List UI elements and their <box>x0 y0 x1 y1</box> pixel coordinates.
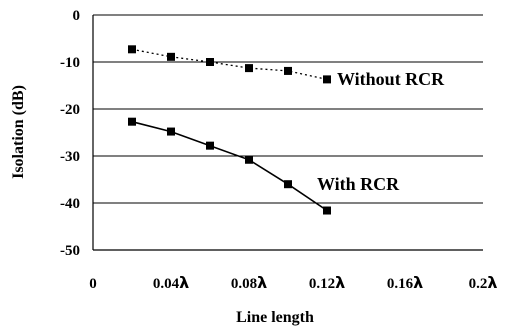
y-tick-label: -20 <box>60 102 80 118</box>
series-line-without-rcr <box>131 48 328 81</box>
data-point <box>245 155 253 164</box>
data-point <box>284 66 292 75</box>
data-point <box>128 45 136 54</box>
label-layer: Without RCR With RCR <box>317 69 445 194</box>
data-point <box>323 206 331 215</box>
axis-layer: 0 -10 -20 -30 -40 -50 0 0.04λ 0.08λ 0.12λ 0.16λ 0.2… <box>60 8 497 292</box>
series-label-with-rcr: With RCR <box>317 174 400 194</box>
data-point <box>128 117 136 126</box>
data-point <box>323 75 331 84</box>
data-point <box>206 141 214 150</box>
data-point <box>206 58 214 66</box>
y-axis-title: Isolation (dB) <box>10 85 27 179</box>
y-tick-label: -50 <box>60 243 80 259</box>
x-tick-label: 0.16λ <box>387 273 423 292</box>
x-axis-title: Line length <box>236 309 314 326</box>
y-tick-label: -40 <box>60 196 80 212</box>
data-point <box>284 180 292 189</box>
data-point <box>167 52 175 61</box>
x-tick-label: 0.08λ <box>231 273 267 292</box>
x-tick-label: 0.12λ <box>309 273 345 292</box>
series-label-without-rcr: Without RCR <box>337 69 445 89</box>
y-tick-label: -30 <box>60 149 80 165</box>
data-point <box>167 127 175 136</box>
x-tick-label: 0.2λ <box>469 273 498 292</box>
data-point <box>245 64 253 73</box>
y-tick-label: 0 <box>73 8 81 24</box>
x-tick-label: 0.04λ <box>153 273 189 292</box>
series-line-with-rcr <box>131 120 328 212</box>
grid-layer <box>93 14 483 204</box>
x-tick-label: 0 <box>89 276 97 292</box>
y-tick-label: -10 <box>60 55 80 71</box>
series-layer <box>128 45 331 215</box>
